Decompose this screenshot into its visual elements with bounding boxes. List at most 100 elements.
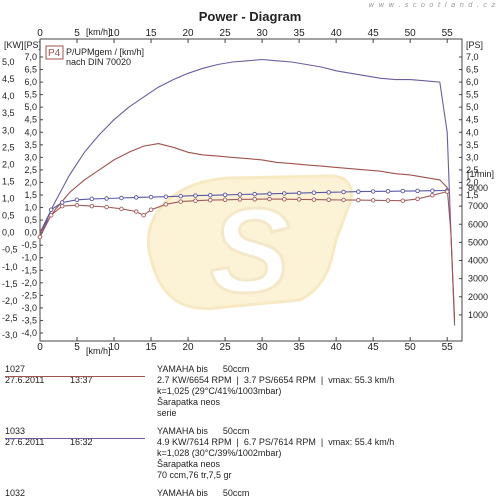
series-point-1033	[356, 189, 361, 194]
record-1032: 1032 YAMAHA bis 50ccm	[5, 488, 495, 499]
series-point-1033	[267, 191, 272, 197]
series-layer	[37, 58, 456, 326]
x-tick-label-bottom: 10	[108, 342, 120, 353]
series-point-1027	[311, 197, 317, 202]
series-point-1027	[148, 207, 154, 212]
x-label-top: [km/h]	[86, 27, 111, 37]
series-point-1027	[133, 209, 139, 214]
y-tick-label-kw: 3,5	[2, 108, 15, 118]
scootland-logo: S	[146, 174, 353, 320]
x-tick-label-bottom: 50	[405, 342, 417, 353]
y-tick-label-ps-left: -3,0	[21, 303, 37, 313]
y-tick-label-rpm: 7000	[468, 201, 488, 211]
series-point-1027	[282, 196, 287, 202]
y-tick-label-ps-left: -4,0	[21, 328, 37, 338]
x-tick-label-top: 15	[145, 28, 157, 39]
x-tick-label-bottom: 30	[257, 342, 269, 353]
series-point-1027	[89, 203, 95, 209]
record-id: 1027	[5, 364, 26, 374]
series-point-1033	[296, 190, 302, 196]
page-title: Power - Diagram	[198, 9, 302, 24]
y-tick-label-kw: -2,5	[2, 313, 18, 323]
y-tick-label-kw: 0,0	[2, 228, 15, 238]
series-point-1033	[119, 195, 124, 201]
series-point-1033	[415, 188, 420, 194]
y-tick-label-kw: -1,5	[2, 279, 18, 289]
y-tick-label-ps-left: 4,0	[24, 127, 37, 137]
series-point-1033	[370, 189, 376, 194]
x-tick-label-top: 20	[183, 28, 195, 39]
series-point-1033	[178, 193, 183, 199]
y-tick-label-kw: 5,0	[2, 57, 15, 67]
x-tick-label-bottom: 35	[294, 342, 306, 353]
record-model: YAMAHA bis 50ccm	[157, 364, 250, 374]
y-tick-label-ps-left: 4,5	[24, 115, 37, 125]
series-point-1033	[48, 207, 54, 212]
legend-badge: P4	[48, 48, 61, 59]
series-point-1027	[222, 197, 228, 203]
series-point-1033	[385, 189, 391, 194]
series-point-1027	[74, 202, 80, 208]
y-tick-label-ps-right: 6,0	[466, 77, 479, 87]
series-point-1027	[296, 197, 302, 202]
y-tick-label-kw: 1,0	[2, 194, 15, 204]
y-tick-label-ps-left: -2,0	[21, 278, 37, 288]
series-point-1033	[400, 188, 406, 194]
y-tick-label-ps-left: 6,0	[24, 77, 37, 87]
y-tick-label-rpm: 3000	[468, 274, 488, 284]
series-line-1033-power_ps	[39, 58, 456, 326]
record-model: YAMAHA bis 50ccm	[157, 426, 250, 436]
record-model: YAMAHA bis 50ccm	[157, 488, 250, 498]
y-tick-label-kw: 2,0	[2, 159, 15, 169]
record-author: Šarapatka neos	[157, 459, 221, 469]
record-1033: 1033 YAMAHA bis 50ccm 27.6.2011 16:32 4.…	[5, 426, 495, 481]
series-point-1033	[341, 189, 346, 195]
series-point-1027	[141, 212, 146, 218]
y-axis-left: 7,0 6,5 6,0 5,5 5,0 4,5 4,0 3,5 3,0 2,5 2,0 1,5 1,0 0…	[2, 52, 43, 340]
series-point-1027	[267, 196, 272, 202]
record-id: 1032	[5, 488, 26, 498]
y-tick-label-kw: -3,0	[2, 330, 18, 340]
y-label-kw: [KW]	[4, 40, 24, 50]
series-point-1033	[59, 200, 65, 205]
x-tick-label-top: 50	[405, 28, 417, 39]
series-point-1027	[59, 203, 65, 209]
record-id: 1033	[5, 426, 26, 436]
x-label-bottom: [km/h]	[86, 346, 111, 356]
series-point-1033	[311, 190, 317, 195]
power-chart: S 0 5 10 15 20 25 30 35 40 45 50 55 0 5 10 15 20 25 30 35 4…	[2, 27, 494, 356]
y-tick-label-ps-left: -3,5	[21, 315, 37, 325]
x-tick-label-bottom: 45	[368, 342, 380, 353]
record-author: Šarapatka neos	[157, 397, 221, 407]
series-point-1027	[37, 234, 43, 240]
series-point-1027	[163, 202, 169, 207]
y-tick-label-ps-right: 4,5	[466, 115, 479, 125]
series-point-1027	[178, 199, 183, 204]
y-tick-label-ps-right: 4,0	[466, 127, 479, 137]
x-tick-label-top: 40	[331, 28, 343, 39]
y-tick-label-ps-left: 7,0	[24, 52, 37, 62]
y-tick-label-kw: 4,5	[2, 74, 15, 84]
y-tick-label-ps-right: 5,0	[466, 102, 479, 112]
record-date: 27.6.2011	[5, 437, 45, 447]
y-tick-label-ps-right: 3,0	[466, 152, 479, 162]
series-point-1027	[444, 189, 450, 194]
watermark: w w w . s c o o t l a n d . c z	[368, 1, 496, 9]
series-point-1027	[193, 198, 198, 203]
series-point-1027	[326, 197, 331, 203]
series-point-1027	[208, 197, 213, 203]
y-tick-label-rpm: 2000	[468, 292, 488, 302]
record-conditions: k=1,025 (29°C/41%/1003mbar)	[157, 386, 282, 396]
series-point-1027	[370, 198, 376, 203]
x-tick-label-bottom: 55	[442, 342, 454, 353]
y-tick-label-kw: 3,0	[2, 125, 15, 135]
record-1027: 1027 YAMAHA bis 50ccm 27.6.2011 13:37 2.…	[5, 364, 495, 419]
y-tick-label-ps-left: 1,5	[24, 190, 37, 200]
legend-line-2: nach DIN 70020	[66, 57, 131, 67]
y-tick-label-ps-left: 5,5	[24, 90, 37, 100]
x-tick-label-top: 30	[257, 28, 269, 39]
y-tick-label-ps-right: 2,5	[466, 165, 479, 175]
y-tick-label-ps-right: 1,5	[466, 190, 479, 200]
series-point-1033	[222, 192, 228, 198]
